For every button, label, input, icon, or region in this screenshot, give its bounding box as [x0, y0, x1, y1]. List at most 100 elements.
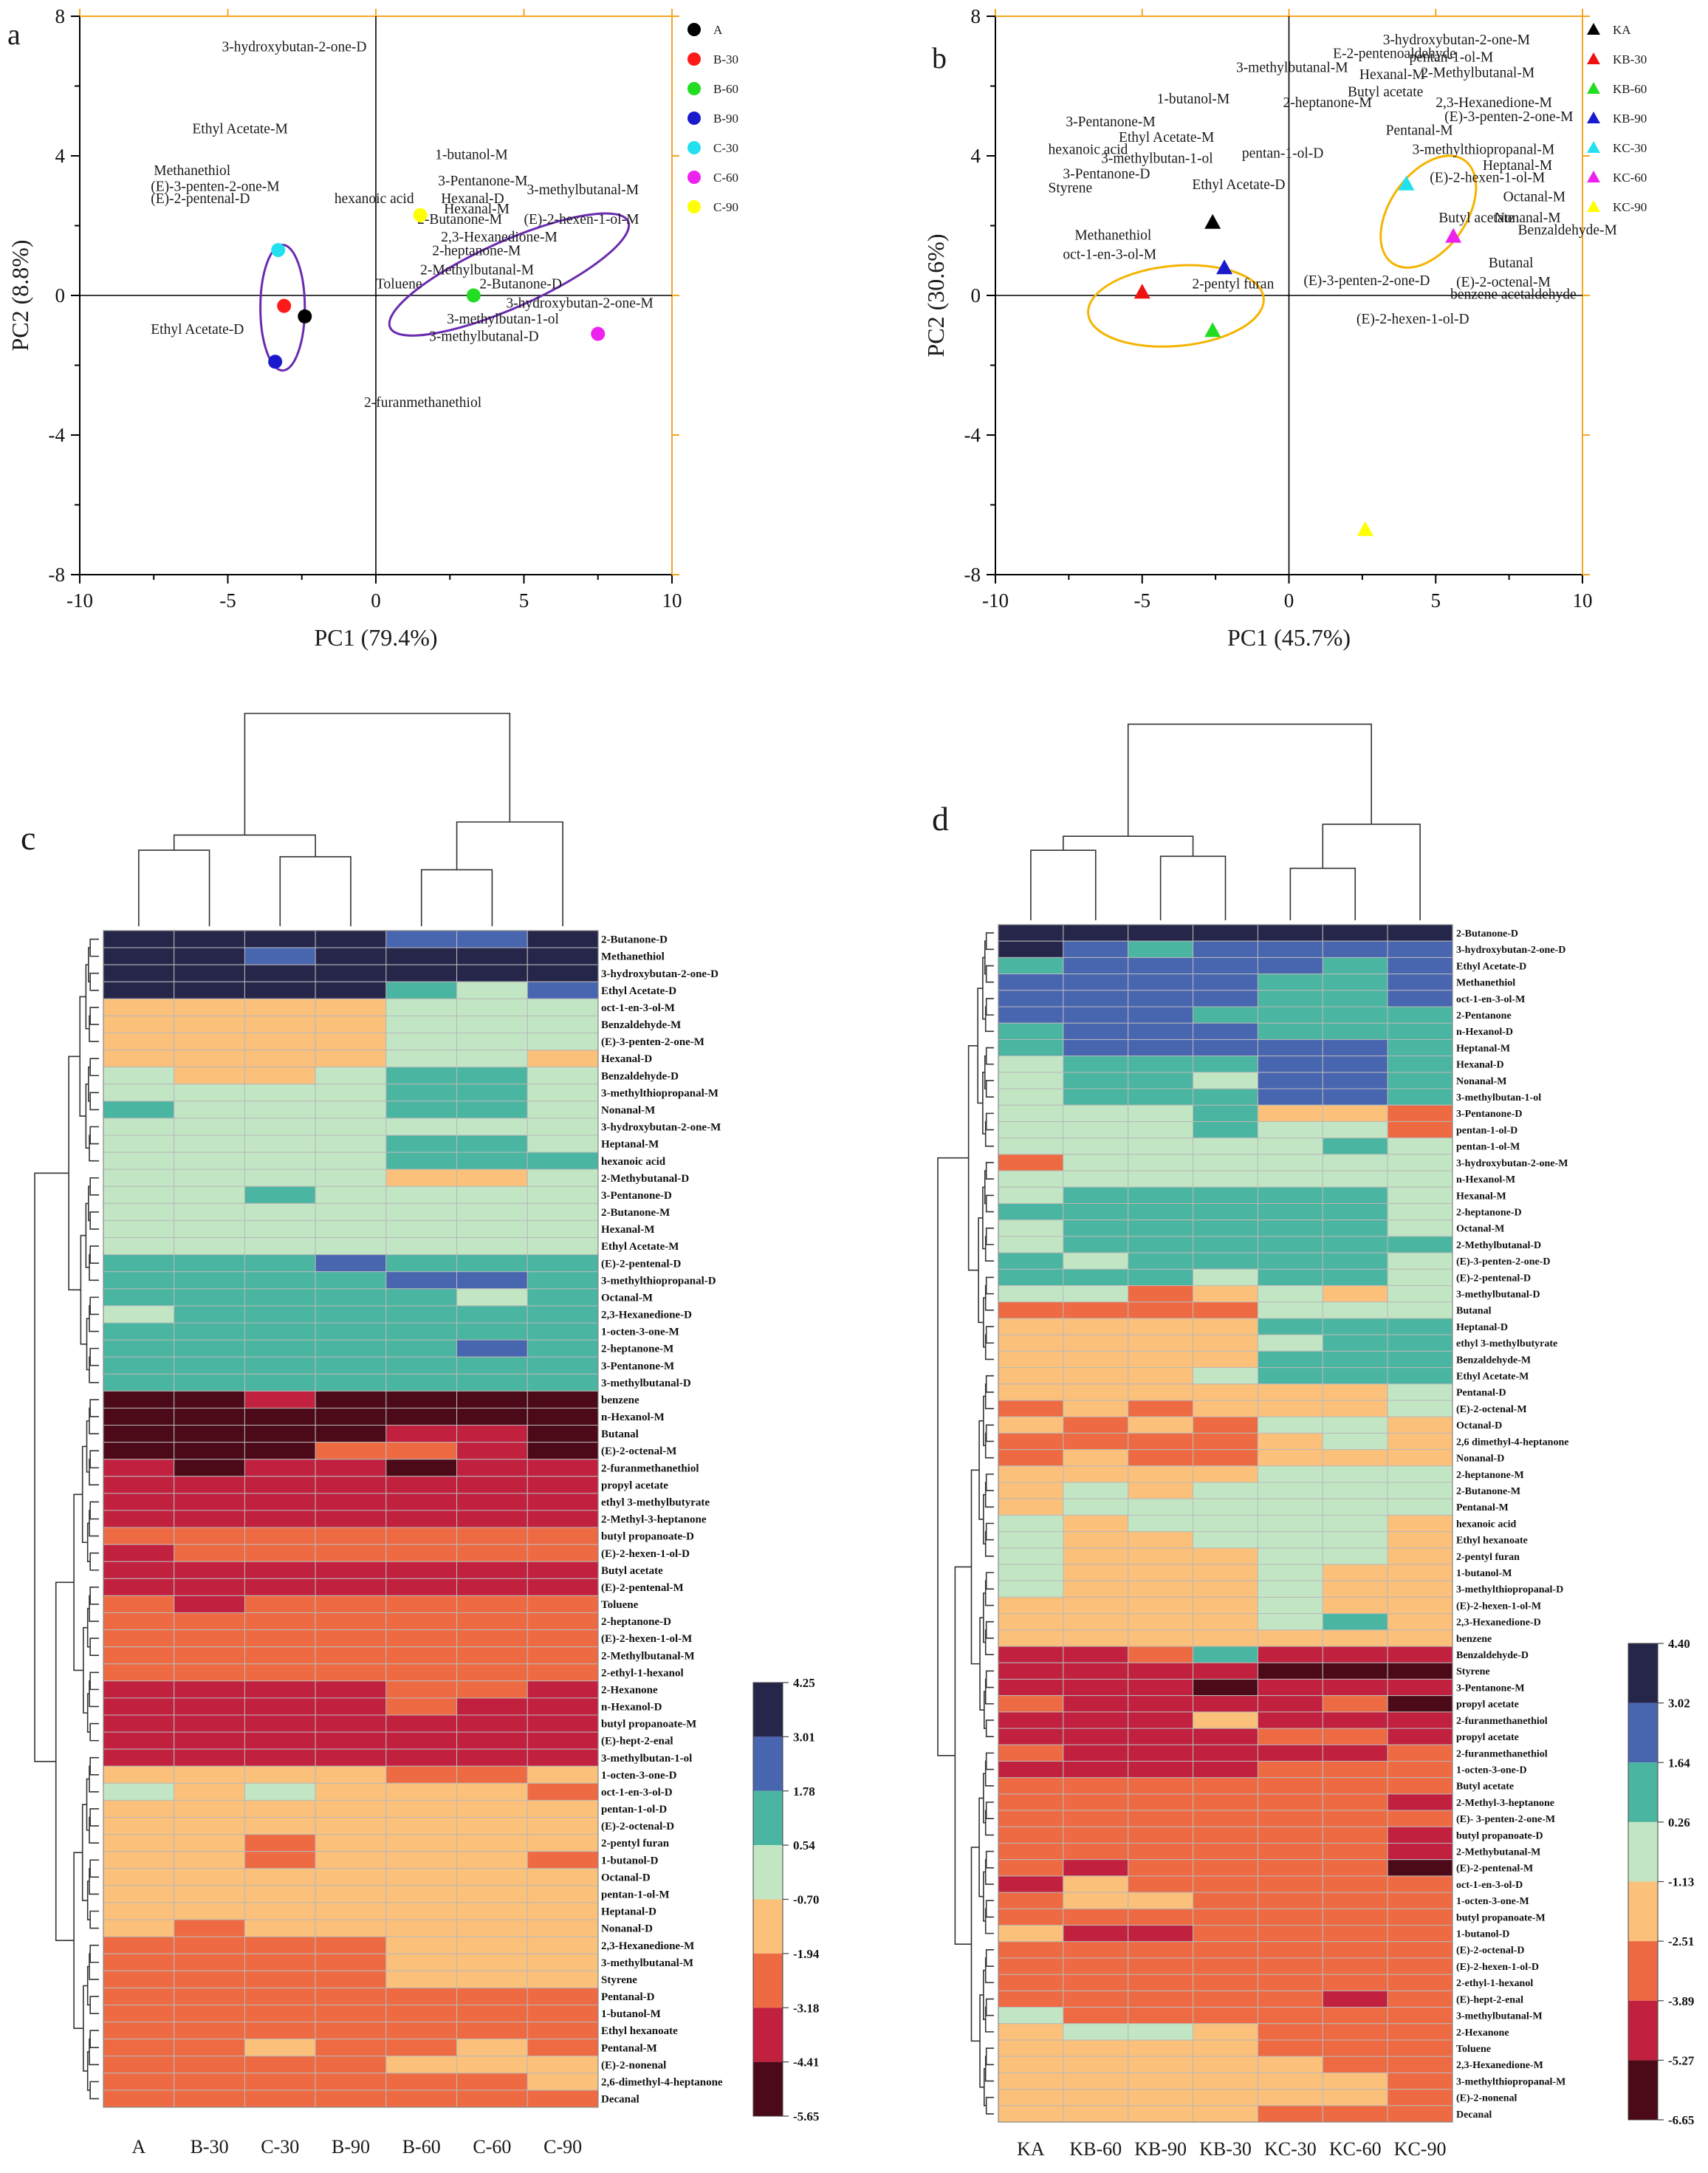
heatmap-cell: [1257, 1186, 1323, 1204]
row-dendrogram-link: [985, 2096, 994, 2115]
heatmap-cell: [315, 2090, 387, 2108]
heatmap-cell: [1387, 1646, 1453, 1663]
row-label: 1-octen-3-one-M: [601, 1327, 679, 1338]
heatmap-cell: [1387, 1908, 1453, 1926]
heatmap-cell: [1387, 1301, 1453, 1319]
heatmap-cell: [315, 1987, 387, 2005]
heatmap-cell: [315, 1953, 387, 1971]
heatmap-cell: [1322, 924, 1388, 942]
heatmap-cell: [998, 1547, 1064, 1565]
heatmap-cell: [1257, 1416, 1323, 1434]
loading-label: 1-butanol-M: [435, 148, 508, 163]
x-tick-label: 10: [1573, 589, 1593, 612]
heatmap-cell: [998, 1613, 1064, 1631]
heatmap-cell: [1193, 1154, 1258, 1171]
heatmap-cell: [1193, 1777, 1258, 1795]
heatmap-cell: [1128, 1350, 1194, 1369]
heatmap-cell: [1063, 2007, 1129, 2025]
heatmap-cell: [1193, 2007, 1258, 2025]
heatmap-cell: [1128, 1432, 1194, 1451]
row-label: 2-furanmethanethiol: [601, 1462, 699, 1474]
heatmap-cell: [1128, 973, 1194, 991]
heatmap-cell: [174, 1425, 245, 1443]
heatmap-cell: [1387, 924, 1453, 942]
y-tick-label: 8: [55, 5, 66, 27]
row-dendrogram-link: [89, 1756, 99, 1776]
column-label: KC-60: [1329, 2138, 1382, 2160]
heatmap-cell: [244, 2039, 316, 2057]
heatmap-cell: [1063, 1990, 1129, 2008]
heatmap-cell: [103, 1697, 175, 1716]
heatmap-cell: [456, 1202, 528, 1221]
legend-marker: [1587, 112, 1600, 123]
heatmap-cell: [174, 964, 245, 982]
colorbar-tick-label: 0.54: [793, 1838, 815, 1852]
heatmap-cell: [1257, 1793, 1323, 1811]
heatmap-cell: [1128, 1810, 1194, 1827]
column-label: B-60: [402, 2136, 441, 2157]
heatmap-cell: [527, 1987, 599, 2005]
heatmap-cell: [1063, 1465, 1129, 1483]
row-dendrogram-link: [89, 2030, 99, 2048]
heatmap-cell: [456, 1731, 528, 1750]
row-dendrogram-link: [984, 1120, 994, 1147]
heatmap-cell: [244, 1851, 316, 1869]
row-label: 2-furanmethanethiol: [1456, 1716, 1548, 1727]
heatmap-cell: [174, 1510, 245, 1528]
row-label: hexanoic acid: [601, 1156, 666, 1168]
heatmap-cell: [456, 1288, 528, 1307]
heatmap-cell: [174, 2090, 245, 2108]
heatmap-cell: [1387, 1268, 1453, 1287]
row-label: 1-butanol-M: [601, 2008, 661, 2020]
loading-label: 2,3-Hexanedione-M: [441, 230, 558, 245]
heatmap-cell: [456, 1390, 528, 1409]
column-label: C-90: [543, 2136, 582, 2157]
heatmap-cell: [527, 1373, 599, 1392]
heatmap-cell: [385, 947, 458, 965]
heatmap-cell: [385, 1237, 458, 1256]
y-tick-label: -4: [964, 424, 981, 446]
heatmap-cell: [1257, 1875, 1323, 1893]
row-dendrogram-link: [984, 1482, 994, 1508]
heatmap-cell: [998, 1498, 1064, 1516]
heatmap-cell: [103, 947, 175, 965]
heatmap-cell: [315, 1168, 387, 1187]
x-tick-label: 5: [1431, 589, 1441, 612]
heatmap-cell: [527, 1459, 599, 1477]
heatmap-cell: [103, 2004, 175, 2023]
heatmap-cell: [527, 1646, 599, 1665]
heatmap-cell: [1128, 1154, 1194, 1171]
heatmap-cell: [174, 1339, 245, 1358]
heatmap-cell: [1322, 1564, 1388, 1581]
row-dendrogram-link: [73, 1493, 83, 1671]
heatmap-cell: [456, 1595, 528, 1613]
heatmap-cell: [1193, 1843, 1258, 1861]
heatmap-cell: [1063, 1662, 1129, 1680]
heatmap-cell: [315, 1476, 387, 1494]
heatmap-cell: [1387, 1531, 1453, 1549]
heatmap-cell: [103, 1953, 175, 1971]
row-dendrogram-link: [985, 1572, 994, 1590]
heatmap-cell: [456, 1151, 528, 1170]
heatmap-cell: [1322, 2072, 1388, 2090]
row-label: n-Hexanol-M: [601, 1411, 665, 1423]
loading-label: Butyl acetate: [1438, 211, 1514, 226]
heatmap-cell: [1193, 1941, 1258, 1959]
heatmap-cell: [103, 1970, 175, 1988]
heatmap-cell: [1322, 1925, 1388, 1943]
heatmap-cell: [1257, 1088, 1323, 1106]
heatmap-cell: [103, 1885, 175, 1903]
row-dendrogram-link: [86, 1522, 91, 1563]
sample-point: [1204, 322, 1221, 338]
heatmap-cell: [1063, 2105, 1129, 2123]
row-label: Styrene: [601, 1974, 637, 1986]
heatmap-cell: [1128, 1498, 1194, 1516]
heatmap-cell: [998, 1646, 1064, 1663]
heatmap-cell: [1387, 1482, 1453, 1499]
heatmap-cell: [1257, 1400, 1323, 1417]
heatmap-cell: [1257, 2072, 1323, 2090]
heatmap-cell: [1322, 2056, 1388, 2073]
heatmap-cell: [998, 1974, 1064, 1991]
heatmap-cell: [385, 1219, 458, 1239]
heatmap-cell: [527, 1868, 599, 1886]
